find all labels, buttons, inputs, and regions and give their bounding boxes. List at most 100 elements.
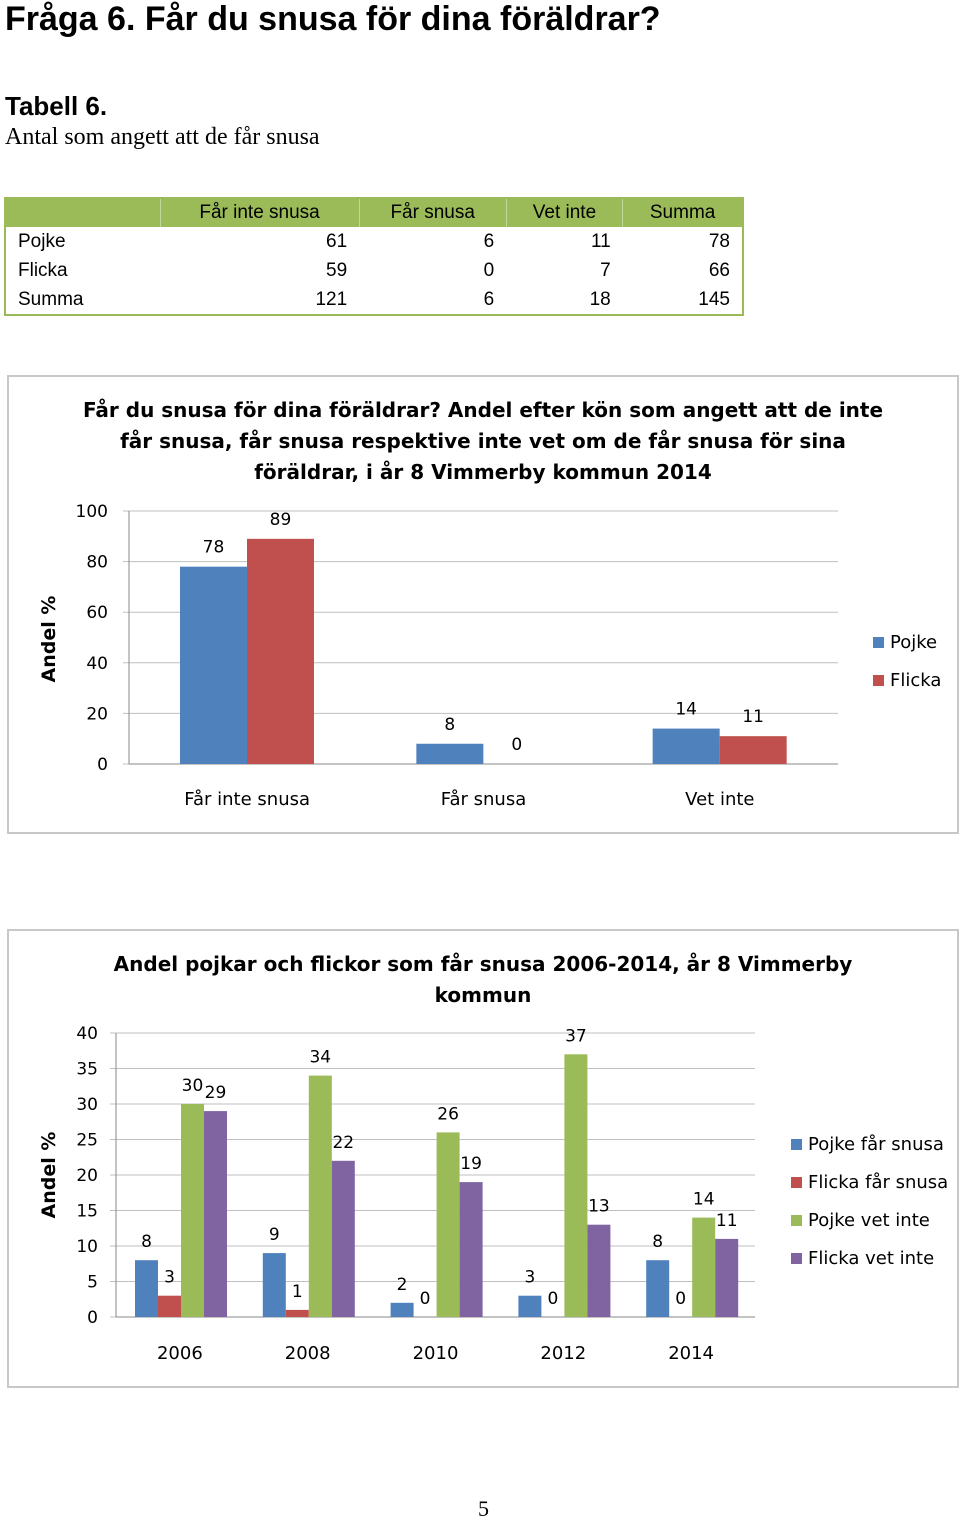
page-number: 5	[478, 1496, 489, 1521]
legend-swatch	[791, 1215, 802, 1226]
legend-swatch	[791, 1253, 802, 1264]
legend-swatch	[873, 675, 884, 686]
bar-pojke	[416, 743, 484, 764]
x-tick-label: Vet inte	[685, 789, 754, 810]
page-heading: Fråga 6. Får du snusa för dina föräldrar…	[5, 0, 661, 38]
bar-pojke-vet-inte	[692, 1217, 716, 1317]
data-label: 0	[547, 1289, 558, 1309]
legend-label: Flicka	[890, 670, 941, 691]
y-tick-label: 40	[76, 1024, 98, 1044]
data-label: 0	[420, 1289, 431, 1309]
table-header-cell: Får snusa	[358, 198, 507, 227]
x-tick-label: Får snusa	[441, 789, 526, 810]
bar-pojke-får-snusa	[518, 1295, 542, 1317]
y-axis-label: Andel %	[38, 1132, 60, 1219]
table-cell: Flicka	[18, 259, 68, 281]
data-label: 8	[652, 1232, 663, 1252]
data-table: Får inte snusa Får snusa Vet inte Summa …	[4, 197, 744, 316]
bar-pojke-får-snusa	[135, 1260, 158, 1317]
legend-label: Pojke	[890, 632, 937, 653]
bar-flicka	[719, 736, 787, 764]
table-cell: Pojke	[18, 230, 66, 252]
data-label: 8	[141, 1232, 152, 1252]
chart-1-frame: Får du snusa för dina föräldrar? Andel e…	[7, 375, 959, 834]
bar-pojke-får-snusa	[646, 1260, 670, 1317]
x-tick-label: 2014	[668, 1343, 714, 1364]
data-label: 9	[269, 1225, 280, 1245]
legend-swatch	[791, 1177, 802, 1188]
chart-1-svg: Får du snusa för dina föräldrar? Andel e…	[38, 398, 941, 810]
bar-pojke-vet-inte	[308, 1075, 332, 1317]
y-tick-label: 20	[86, 704, 108, 724]
table-cell: 18	[589, 288, 611, 310]
table-title: Tabell 6.	[5, 91, 108, 121]
y-tick-label: 5	[87, 1273, 98, 1293]
chart-title: får snusa, får snusa respektive inte vet…	[120, 429, 846, 453]
table-cell: 61	[326, 230, 348, 252]
data-label: 3	[164, 1268, 175, 1288]
y-tick-label: 0	[87, 1308, 98, 1328]
data-label: 37	[565, 1026, 587, 1046]
table-cell: 145	[698, 288, 730, 310]
data-label: 11	[742, 707, 764, 727]
chart-title: Får du snusa för dina föräldrar? Andel e…	[83, 398, 883, 422]
data-label: 30	[182, 1076, 204, 1096]
y-tick-label: 60	[86, 603, 108, 623]
table-cell: Summa	[18, 288, 84, 310]
bar-pojke	[180, 566, 247, 764]
chart-title: föräldrar, i år 8 Vimmerby kommun 2014	[254, 460, 712, 484]
x-tick-label: 2012	[540, 1343, 586, 1364]
bar-pojke-får-snusa	[262, 1253, 286, 1317]
data-label: 22	[332, 1133, 354, 1153]
chart-title: kommun	[435, 983, 532, 1007]
legend-swatch	[791, 1139, 802, 1150]
data-label: 14	[693, 1190, 715, 1210]
x-tick-label: 2010	[413, 1343, 459, 1364]
data-label: 3	[524, 1268, 535, 1288]
table-header-cell: Får inte snusa	[159, 198, 360, 227]
data-label: 26	[437, 1104, 459, 1124]
data-label: 19	[460, 1154, 482, 1174]
bar-pojke-vet-inte	[436, 1132, 460, 1317]
bar-pojke-får-snusa	[390, 1302, 414, 1317]
data-label: 1	[292, 1282, 303, 1302]
legend-label: Pojke får snusa	[808, 1134, 944, 1155]
y-tick-label: 80	[86, 553, 108, 573]
bar-flicka-vet-inte	[331, 1160, 355, 1317]
table-header-cell: Vet inte	[505, 198, 623, 227]
bar-flicka-får-snusa	[285, 1309, 309, 1317]
bar-flicka	[247, 538, 314, 764]
table-row: Pojke 61 6 11 78	[5, 227, 743, 256]
x-tick-label: 2008	[285, 1343, 331, 1364]
y-tick-label: 25	[76, 1131, 98, 1151]
data-label: 8	[444, 715, 455, 735]
y-tick-label: 15	[76, 1202, 98, 1222]
y-tick-label: 20	[76, 1166, 98, 1186]
y-tick-label: 10	[76, 1237, 98, 1257]
y-tick-label: 40	[86, 654, 108, 674]
table-header-cell: Summa	[622, 198, 743, 227]
y-axis-label: Andel %	[38, 596, 60, 683]
bar-pojke-vet-inte	[564, 1054, 588, 1317]
data-label: 11	[716, 1211, 738, 1231]
bar-flicka-vet-inte	[587, 1224, 611, 1317]
y-tick-label: 35	[76, 1060, 98, 1080]
legend-label: Flicka får snusa	[808, 1172, 948, 1193]
table-cell: 121	[315, 288, 348, 310]
x-tick-label: Får inte snusa	[184, 789, 310, 810]
table-cell: 11	[590, 230, 611, 252]
table-header-row: Får inte snusa Får snusa Vet inte Summa	[5, 198, 743, 227]
y-tick-label: 100	[76, 502, 108, 522]
table-cell: 7	[600, 259, 611, 281]
data-label: 78	[203, 538, 225, 558]
bar-flicka-vet-inte	[459, 1182, 483, 1317]
table-cell: 6	[483, 230, 495, 252]
data-label: 0	[675, 1289, 686, 1309]
data-label: 89	[270, 510, 292, 530]
legend-swatch	[873, 637, 884, 648]
table-cell: 6	[483, 288, 495, 310]
data-label: 34	[309, 1048, 331, 1068]
chart-title: Andel pojkar och flickor som får snusa 2…	[114, 952, 853, 976]
table-cell: 78	[708, 230, 730, 252]
table-row: Flicka 59 0 7 66	[5, 256, 743, 285]
